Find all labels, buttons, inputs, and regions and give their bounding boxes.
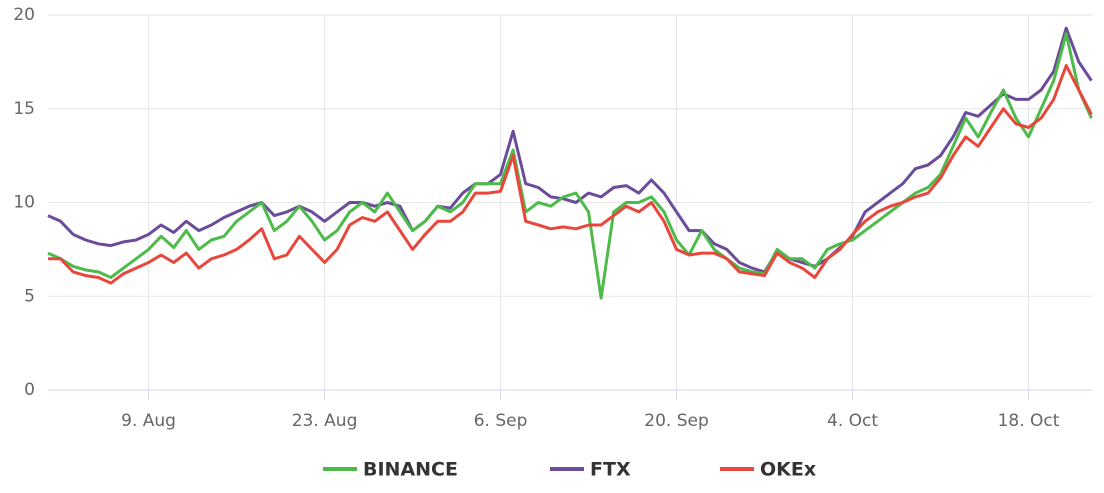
legend-label: BINANCE (363, 459, 458, 481)
y-tick-label: 10 (13, 193, 35, 213)
x-tick-label: 4. Oct (827, 411, 878, 431)
y-tick-label: 20 (13, 5, 35, 25)
x-tick-label: 18. Oct (998, 411, 1060, 431)
x-tick-label: 20. Sep (644, 411, 708, 431)
x-tick-label: 9. Aug (121, 411, 176, 431)
x-tick-label: 6. Sep (474, 411, 528, 431)
legend-label: FTX (590, 459, 631, 481)
series-line (48, 64, 1093, 285)
series-line (47, 32, 1093, 300)
y-tick-label: 0 (24, 380, 35, 400)
legend-label: OKEx (760, 459, 816, 481)
y-tick-label: 5 (24, 286, 35, 306)
series-line (47, 26, 1093, 274)
x-tick-label: 23. Aug (292, 411, 358, 431)
y-tick-label: 15 (13, 99, 35, 119)
